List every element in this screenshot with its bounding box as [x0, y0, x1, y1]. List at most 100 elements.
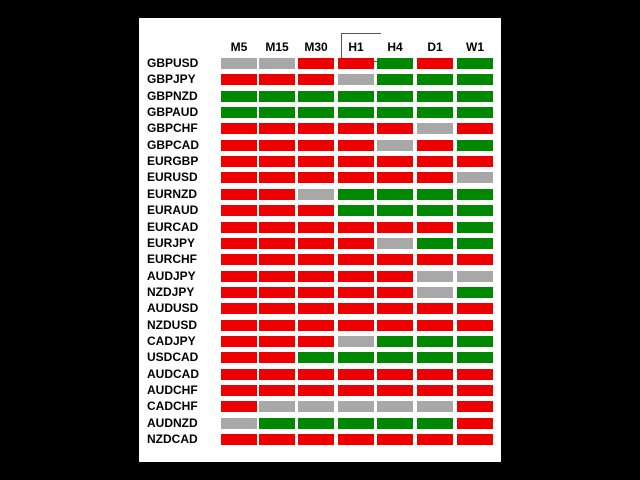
timeframe-header-h1[interactable]: H1: [348, 40, 364, 54]
signal-cell-gbpcad-d1-red: [417, 139, 453, 151]
signal-cell-eurjpy-h1-red: [338, 237, 374, 249]
pair-label-cadchf: CADCHF: [147, 399, 198, 414]
pair-label-euraud: EURAUD: [147, 203, 199, 218]
signal-cell-euraud-h1-green: [338, 205, 374, 217]
timeframe-header-d1[interactable]: D1: [427, 40, 443, 54]
signal-cell-audcad-h1-red: [338, 368, 374, 380]
signal-cell-audjpy-h4-red: [377, 270, 413, 282]
signal-cell-gbpnzd-h4-green: [377, 90, 413, 102]
signal-cell-gbpusd-m5-gray: [221, 58, 257, 69]
signal-cell-gbpaud-m15-green: [259, 107, 295, 119]
signal-cell-nzdcad-m30-red: [298, 434, 334, 446]
signal-cell-cadjpy-d1-green: [417, 335, 453, 347]
signal-cell-gbpcad-m15-red: [259, 139, 295, 151]
pair-label-gbpnzd: GBPNZD: [147, 88, 198, 103]
timeframe-header-m5[interactable]: M5: [230, 40, 248, 54]
pair-label-nzdusd: NZDUSD: [147, 317, 197, 332]
signal-cell-audjpy-h1-red: [338, 270, 374, 282]
signal-cell-usdcad-d1-green: [417, 352, 453, 364]
signal-cell-gbpjpy-h4-green: [377, 74, 413, 86]
pair-label-nzdjpy: NZDJPY: [147, 284, 195, 299]
signal-cell-eurjpy-m5-red: [221, 237, 257, 249]
signal-cell-audcad-d1-red: [417, 368, 453, 380]
signal-cell-eurnzd-m5-red: [221, 188, 257, 200]
signal-cell-eurchf-m30-red: [298, 254, 334, 266]
signal-cell-eurgbp-h1-red: [338, 156, 374, 168]
signal-cell-eurusd-m30-red: [298, 172, 334, 184]
signal-cell-nzdcad-w1-red: [457, 434, 493, 446]
timeframe-header-w1[interactable]: W1: [466, 40, 484, 54]
timeframe-header-m15[interactable]: M15: [265, 40, 289, 54]
signal-cell-eurjpy-m30-red: [298, 237, 334, 249]
signal-cell-audchf-m30-red: [298, 385, 334, 396]
signal-cell-gbpusd-h1-red: [338, 58, 374, 69]
signal-cell-nzdusd-h4-red: [377, 319, 413, 331]
signal-cell-nzdusd-h1-red: [338, 319, 374, 331]
timeframe-header-m30[interactable]: M30: [304, 40, 328, 54]
signal-cell-gbpaud-w1-green: [457, 107, 493, 119]
timeframe-header-h4[interactable]: H4: [387, 40, 403, 54]
signal-cell-nzdcad-m15-red: [259, 434, 295, 446]
pair-label-eurjpy: EURJPY: [147, 235, 196, 250]
signal-cell-eurjpy-m15-red: [259, 237, 295, 249]
signal-cell-eurnzd-m15-red: [259, 188, 295, 200]
signal-cell-gbpchf-h1-red: [338, 123, 374, 135]
signal-cell-gbpcad-m30-red: [298, 139, 334, 151]
signal-cell-usdcad-h4-green: [377, 352, 413, 364]
signal-cell-cadjpy-h4-green: [377, 335, 413, 347]
signal-cell-gbpnzd-h1-green: [338, 90, 374, 102]
signal-cell-gbpnzd-m15-green: [259, 90, 295, 102]
signal-cell-cadchf-h4-gray: [377, 401, 413, 413]
signal-cell-audusd-h4-red: [377, 303, 413, 315]
signal-cell-gbpnzd-m5-green: [221, 90, 257, 102]
signal-cell-cadchf-m30-gray: [298, 401, 334, 413]
signal-cell-audnzd-m15-green: [259, 417, 295, 429]
signal-cell-eurgbp-w1-red: [457, 156, 493, 168]
signal-cell-audjpy-d1-gray: [417, 270, 453, 282]
signal-cell-gbpnzd-m30-green: [298, 90, 334, 102]
signal-cell-eurusd-h1-red: [338, 172, 374, 184]
signal-cell-nzdusd-w1-red: [457, 319, 493, 331]
signal-cell-usdcad-m5-red: [221, 352, 257, 364]
signal-cell-nzdcad-h4-red: [377, 434, 413, 446]
signal-cell-cadjpy-h1-gray: [338, 335, 374, 347]
signal-cell-eurjpy-d1-green: [417, 237, 453, 249]
signal-cell-audnzd-w1-red: [457, 417, 493, 429]
signal-cell-nzdusd-d1-red: [417, 319, 453, 331]
signal-cell-cadjpy-m30-red: [298, 335, 334, 347]
signal-cell-cadchf-m5-red: [221, 401, 257, 413]
signal-cell-audusd-d1-red: [417, 303, 453, 315]
pair-label-gbpchf: GBPCHF: [147, 121, 198, 136]
signal-cell-eurchf-h1-red: [338, 254, 374, 266]
signal-cell-gbpaud-h4-green: [377, 107, 413, 119]
signal-cell-nzdjpy-m15-red: [259, 286, 295, 298]
signal-cell-nzdjpy-m30-red: [298, 286, 334, 298]
signal-cell-euraud-h4-green: [377, 205, 413, 217]
signal-cell-nzdjpy-w1-green: [457, 286, 493, 298]
signal-cell-audnzd-m30-green: [298, 417, 334, 429]
signal-cell-euraud-m5-red: [221, 205, 257, 217]
signal-cell-audjpy-w1-gray: [457, 270, 493, 282]
pair-label-gbpjpy: GBPJPY: [147, 72, 196, 87]
signal-cell-eurnzd-h1-green: [338, 188, 374, 200]
signal-cell-gbpchf-m5-red: [221, 123, 257, 135]
signal-cell-nzdcad-h1-red: [338, 434, 374, 446]
signal-cell-eurusd-d1-red: [417, 172, 453, 184]
signal-cell-eurusd-m15-red: [259, 172, 295, 184]
signal-cell-nzdusd-m30-red: [298, 319, 334, 331]
signal-cell-gbpcad-m5-red: [221, 139, 257, 151]
signal-cell-eurjpy-w1-green: [457, 237, 493, 249]
signal-cell-eurgbp-m5-red: [221, 156, 257, 168]
signal-cell-eurchf-m15-red: [259, 254, 295, 266]
signal-cell-gbpcad-w1-green: [457, 139, 493, 151]
pair-label-usdcad: USDCAD: [147, 350, 199, 365]
signal-cell-nzdcad-m5-red: [221, 434, 257, 446]
signal-cell-euraud-w1-green: [457, 205, 493, 217]
signal-cell-eurchf-d1-red: [417, 254, 453, 266]
signal-cell-eurgbp-m15-red: [259, 156, 295, 168]
currency-strength-panel: M5 M15 M30 H1 H4 D1 W1 GBPUSD GBPJPY GBPNZD GBPAU…: [139, 18, 501, 462]
signal-cell-nzdjpy-d1-gray: [417, 286, 453, 298]
pair-label-eurgbp: EURGBP: [147, 154, 199, 169]
signal-cell-cadchf-d1-gray: [417, 401, 453, 413]
signal-cell-eurcad-d1-red: [417, 221, 453, 233]
